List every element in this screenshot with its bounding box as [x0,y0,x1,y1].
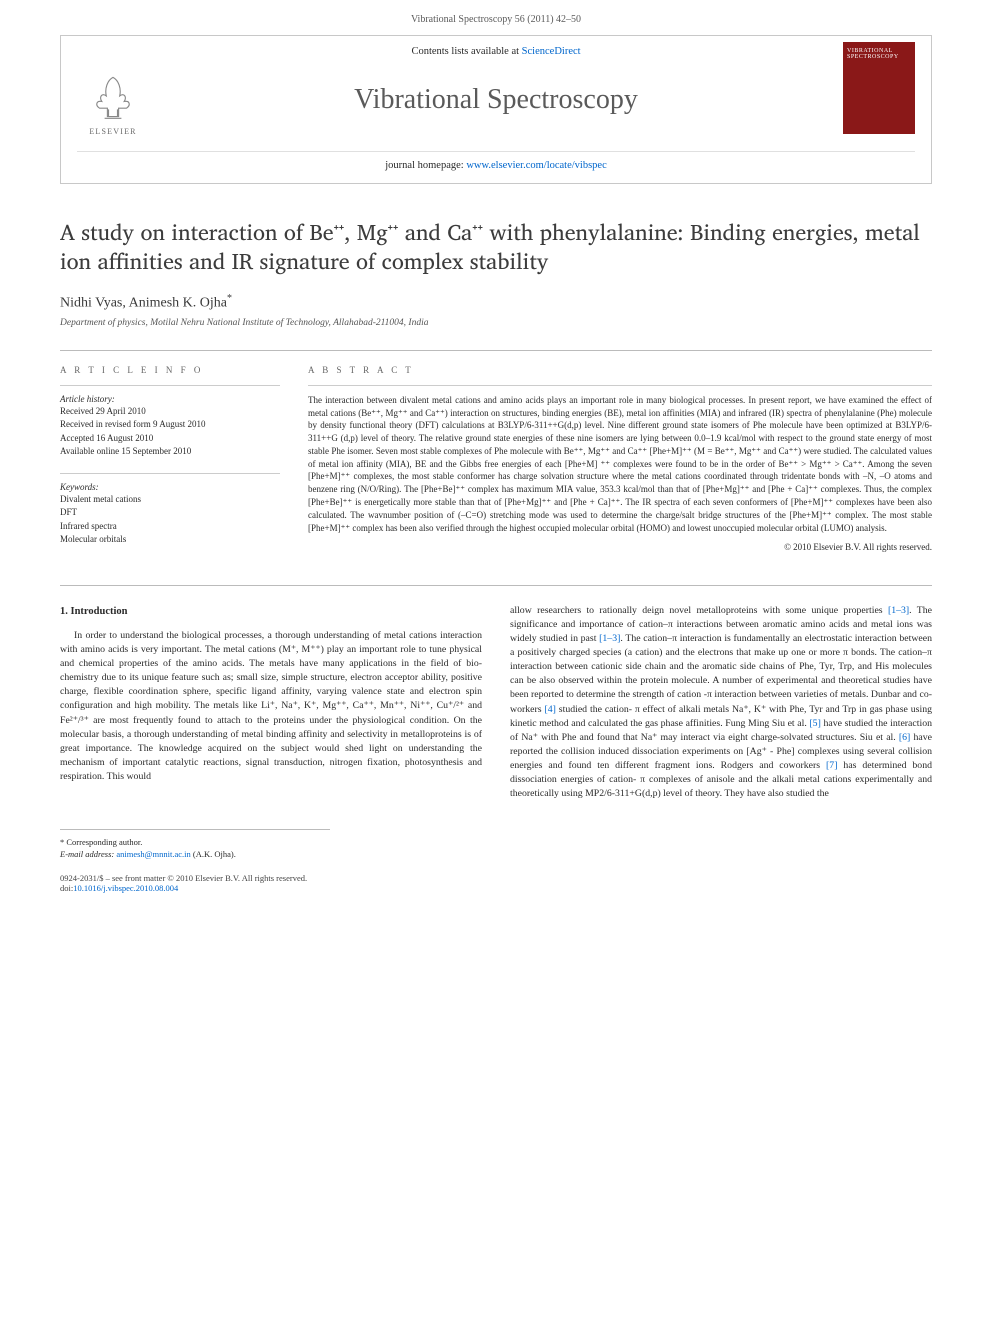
affiliation: Department of physics, Motilal Nehru Nat… [60,318,932,328]
ref-link[interactable]: [6] [899,732,910,743]
abstract-text: The interaction between divalent metal c… [308,394,932,534]
sciencedirect-link[interactable]: ScienceDirect [522,46,581,57]
email-suffix: (A.K. Ojha). [191,849,236,859]
section-heading: 1. Introduction [60,604,482,619]
info-divider [60,473,280,474]
front-matter: 0924-2031/$ – see front matter © 2010 El… [60,873,307,883]
abstract-heading: A B S T R A C T [308,365,932,375]
keyword: Infrared spectra [60,520,280,534]
info-abstract-row: A R T I C L E I N F O Article history: R… [60,365,932,561]
history-label: Article history: [60,394,280,404]
ref-link[interactable]: [1–3] [599,633,620,644]
journal-header-box: Contents lists available at ScienceDirec… [60,35,932,184]
authors: Nidhi Vyas, Animesh K. Ojha* [60,293,932,312]
body-columns: 1. Introduction In order to understand t… [60,604,932,801]
history-block: Article history: Received 29 April 2010 … [60,394,280,459]
doi-line: doi:10.1016/j.vibspec.2010.08.004 [60,883,307,893]
doi-link[interactable]: 10.1016/j.vibspec.2010.08.004 [73,883,178,893]
footnotes: * Corresponding author. E-mail address: … [60,829,330,861]
keyword: DFT [60,506,280,520]
article-title: A study on interaction of Be⁺⁺, Mg⁺⁺ and… [60,218,932,275]
journal-name: Vibrational Spectroscopy [149,84,843,120]
journal-cover-thumb: VIBRATIONAL SPECTROSCOPY [843,42,915,134]
journal-title-row: ELSEVIER Vibrational Spectroscopy VIBRAT… [61,63,931,151]
elsevier-label: ELSEVIER [89,127,136,136]
doi-label: doi: [60,883,73,893]
abstract-divider [308,385,932,386]
email-line: E-mail address: animesh@mnnit.ac.in (A.K… [60,848,330,860]
col1-text: In order to understand the biological pr… [60,630,482,782]
info-divider [60,385,280,386]
contents-text: Contents lists available at [411,46,521,57]
homepage-label: journal homepage: [385,160,466,171]
col2-text: . The cation–π interaction is fundamenta… [510,633,932,714]
email-link[interactable]: animesh@mnnit.ac.in [116,849,190,859]
copyright: © 2010 Elsevier B.V. All rights reserved… [308,542,932,552]
elsevier-logo: ELSEVIER [77,63,149,141]
contents-line: Contents lists available at ScienceDirec… [77,46,915,57]
col2-text: allow researchers to rationally deign no… [510,605,888,616]
body-paragraph: In order to understand the biological pr… [60,629,482,784]
email-label: E-mail address: [60,849,116,859]
ref-link[interactable]: [5] [809,718,820,729]
ref-link[interactable]: [7] [826,760,837,771]
keywords-block: Keywords: Divalent metal cations DFT Inf… [60,482,280,547]
body-paragraph: allow researchers to rationally deign no… [510,604,932,801]
corr-author-note: * Corresponding author. [60,836,330,848]
journal-homepage-line: journal homepage: www.elsevier.com/locat… [77,151,915,183]
footer-left: 0924-2031/$ – see front matter © 2010 El… [60,873,307,893]
history-line: Received in revised form 9 August 2010 [60,418,280,432]
keyword: Molecular orbitals [60,533,280,547]
homepage-link[interactable]: www.elsevier.com/locate/vibspec [466,160,606,171]
corr-mark: * [227,293,232,304]
info-heading: A R T I C L E I N F O [60,365,280,375]
history-line: Available online 15 September 2010 [60,445,280,459]
keywords-label: Keywords: [60,482,280,492]
thumb-title: VIBRATIONAL SPECTROSCOPY [847,48,911,60]
article-info: A R T I C L E I N F O Article history: R… [60,365,280,561]
abstract: A B S T R A C T The interaction between … [308,365,932,561]
history-line: Accepted 16 August 2010 [60,432,280,446]
ref-link[interactable]: [4] [544,704,555,715]
history-line: Received 29 April 2010 [60,405,280,419]
divider [60,350,932,351]
page-citation: Vibrational Spectroscopy 56 (2011) 42–50 [0,0,992,35]
footer: 0924-2031/$ – see front matter © 2010 El… [60,873,932,893]
elsevier-tree-icon [85,69,141,125]
keyword: Divalent metal cations [60,493,280,507]
ref-link[interactable]: [1–3] [888,605,909,616]
journal-top-row: Contents lists available at ScienceDirec… [61,36,931,63]
author-names: Nidhi Vyas, Animesh K. Ojha [60,296,227,311]
